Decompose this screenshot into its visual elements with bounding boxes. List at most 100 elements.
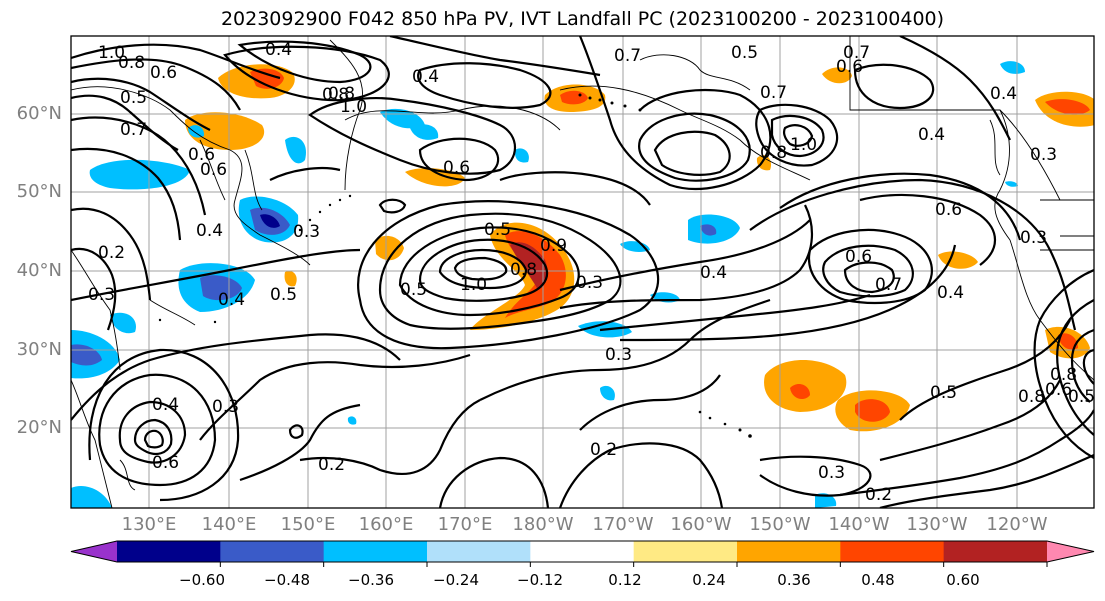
lon-label: 120°W (986, 514, 1048, 535)
shade-neg (1005, 181, 1018, 187)
lon-label: 170°W (592, 514, 654, 535)
contour-label: 0.5 (484, 220, 511, 240)
contour-label: 0.8 (118, 53, 145, 73)
shade-pos (855, 399, 890, 422)
colorbar-tick-label: 0.12 (608, 571, 642, 589)
shade-neg (71, 486, 112, 508)
contour-label: 0.5 (1068, 387, 1095, 407)
contour-label: 0.4 (196, 221, 223, 241)
shade-neg (700, 224, 717, 236)
lat-label-40n: 40°N (16, 260, 62, 281)
colorbar-segment (323, 541, 428, 562)
shade-neg (347, 416, 357, 425)
contour-label: 0.2 (98, 243, 125, 263)
lat-label-50n: 50°N (16, 181, 62, 202)
graticule (71, 36, 1094, 508)
contour-label: 0.6 (152, 453, 179, 473)
colorbar-segment (220, 541, 325, 562)
contour-label: 0.4 (412, 67, 439, 87)
colorbar-tick-label: −0.12 (517, 571, 563, 589)
lat-label-30n: 30°N (16, 339, 62, 360)
colorbar-tick-label: −0.60 (179, 571, 225, 589)
contour-label: 0.4 (937, 283, 964, 303)
colorbar (70, 540, 1095, 567)
contour-label: 0.6 (188, 145, 215, 165)
colorbar-segment (117, 541, 221, 562)
lon-label: 140°W (828, 514, 890, 535)
shade-neg (260, 214, 280, 228)
lon-label: 150°E (280, 514, 336, 535)
contour-label: 0.7 (120, 120, 147, 140)
contour-label: 0.6 (935, 200, 962, 220)
contour-label: 0.2 (590, 440, 617, 460)
contour-label: 0.4 (265, 40, 292, 60)
colorbar-tick-label: −0.36 (348, 571, 394, 589)
shade-neg (110, 312, 136, 334)
map-panel: 1.0 0.8 0.6 0.4 0.5 0.7 0.6 0.6 0.4 0.4 … (71, 36, 1095, 508)
contour-label: 0.4 (218, 290, 245, 310)
contour-label: 0.7 (875, 275, 902, 295)
colorbar-tick-label: 0.24 (692, 571, 726, 589)
lon-label: 130°E (121, 514, 177, 535)
shade-neg (1000, 61, 1025, 74)
contour-label: 0.3 (88, 285, 115, 305)
colorbar-segment (530, 541, 635, 562)
shade-pos (1045, 99, 1090, 115)
lat-label-60n: 60°N (16, 103, 62, 124)
contour-label: 0.4 (700, 263, 727, 283)
colorbar-tick-label: −0.48 (264, 571, 310, 589)
contour-label: 0.5 (270, 285, 297, 305)
colorbar-segment (427, 541, 531, 562)
contour-label: 0.8 (1050, 365, 1077, 385)
contour-label: 0.6 (1045, 380, 1072, 400)
contour-label: 0.3 (1020, 228, 1047, 248)
colorbar-extend-high (1047, 541, 1094, 562)
contour-labels: 1.0 0.8 0.6 0.4 0.5 0.7 0.6 0.6 0.4 0.4 … (88, 40, 1095, 505)
shade-pos (375, 235, 404, 261)
shade-pos (510, 242, 548, 290)
shade-pos (284, 270, 297, 287)
contour-label: 0.6 (443, 158, 470, 178)
contour-label: 0.8 (328, 84, 355, 104)
shade-pos (790, 384, 810, 400)
colorbar-segment (737, 541, 841, 562)
lon-label: 160°E (358, 514, 414, 535)
figure-title: 2023092900 F042 850 hPa PV, IVT Landfall… (220, 8, 945, 30)
contour-label: 0.8 (322, 85, 349, 105)
lon-label: 170°E (437, 514, 493, 535)
colorbar-tick-label: −0.24 (433, 571, 479, 589)
shade-neg (514, 148, 529, 163)
map-frame (70, 35, 1095, 509)
lat-label-20n: 20°N (16, 417, 62, 438)
colorbar-segment (943, 541, 1048, 562)
contour-label: 0.4 (990, 84, 1017, 104)
contour-label: 0.6 (200, 160, 227, 180)
contour-label: 0.2 (865, 485, 892, 505)
shade-neg (410, 124, 439, 140)
contour-label: 1.0 (340, 97, 367, 117)
colorbar-extend-low (71, 541, 117, 562)
contour-label: 0.2 (318, 455, 345, 475)
shade-neg (188, 125, 205, 138)
lon-label: 130°W (906, 514, 968, 535)
lon-label: 140°E (201, 514, 257, 535)
contour-label: 0.4 (918, 125, 945, 145)
contour-lines (71, 36, 1094, 508)
lon-label: 150°W (749, 514, 811, 535)
contour-label: 1.0 (98, 43, 125, 63)
contour-label: 1.0 (790, 135, 817, 155)
contour-label: 0.5 (120, 88, 147, 108)
contour-label: 0.3 (605, 345, 632, 365)
colorbar-outline (70, 540, 1095, 563)
contour-label: 1.0 (460, 275, 487, 295)
shade-neg (600, 385, 615, 401)
contour-label: 0.5 (400, 280, 427, 300)
colorbar-segment (840, 541, 945, 562)
shade-neg (285, 136, 306, 164)
contour-label: 0.8 (1018, 387, 1045, 407)
contour-label: 0.5 (930, 383, 957, 403)
contour-label: 0.7 (760, 83, 787, 103)
shade-pos (250, 68, 284, 89)
contour-label: 0.6 (150, 63, 177, 83)
